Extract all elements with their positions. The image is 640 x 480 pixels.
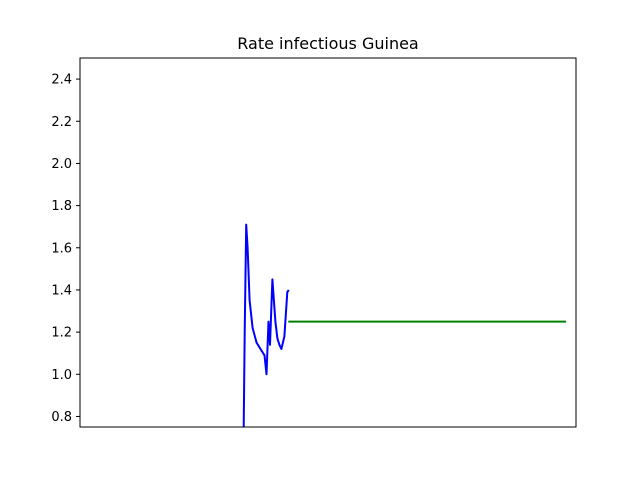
y-tick-label: 1.2 — [51, 326, 72, 341]
y-tick-label: 2.2 — [51, 115, 72, 130]
y-tick-label: 1.6 — [51, 241, 72, 256]
y-tick-label: 2.0 — [51, 157, 72, 172]
plot-frame — [79, 57, 577, 428]
series-line-1 — [242, 223, 290, 427]
y-tick-label: 1.0 — [51, 368, 72, 383]
y-tick-label: 1.4 — [51, 283, 72, 298]
y-tick-label: 0.8 — [51, 410, 72, 425]
chart-title: Rate infectious Guinea — [237, 34, 418, 53]
y-axis: 0.8 1.0 1.2 1.4 1.6 1.8 2.0 2.2 2.4 — [51, 73, 80, 425]
y-tick-label: 1.8 — [51, 199, 72, 214]
plot-area — [242, 223, 567, 427]
y-tick-label: 2.4 — [51, 73, 72, 88]
